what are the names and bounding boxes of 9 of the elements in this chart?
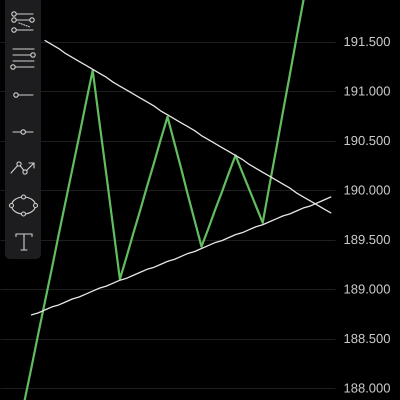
- y-tick-label: 191.000: [344, 84, 390, 99]
- y-tick-label: 188.500: [344, 331, 390, 346]
- y-tick-label: 190.500: [344, 133, 390, 148]
- y-tick-label: 188.000: [344, 380, 390, 396]
- y-tick-label: 189.500: [344, 232, 390, 248]
- y-tick-label: 189.000: [344, 282, 390, 297]
- line-series: [24, 0, 305, 400]
- y-tick-label: 191.500: [344, 34, 390, 50]
- y-tick-label: 190.000: [344, 182, 390, 198]
